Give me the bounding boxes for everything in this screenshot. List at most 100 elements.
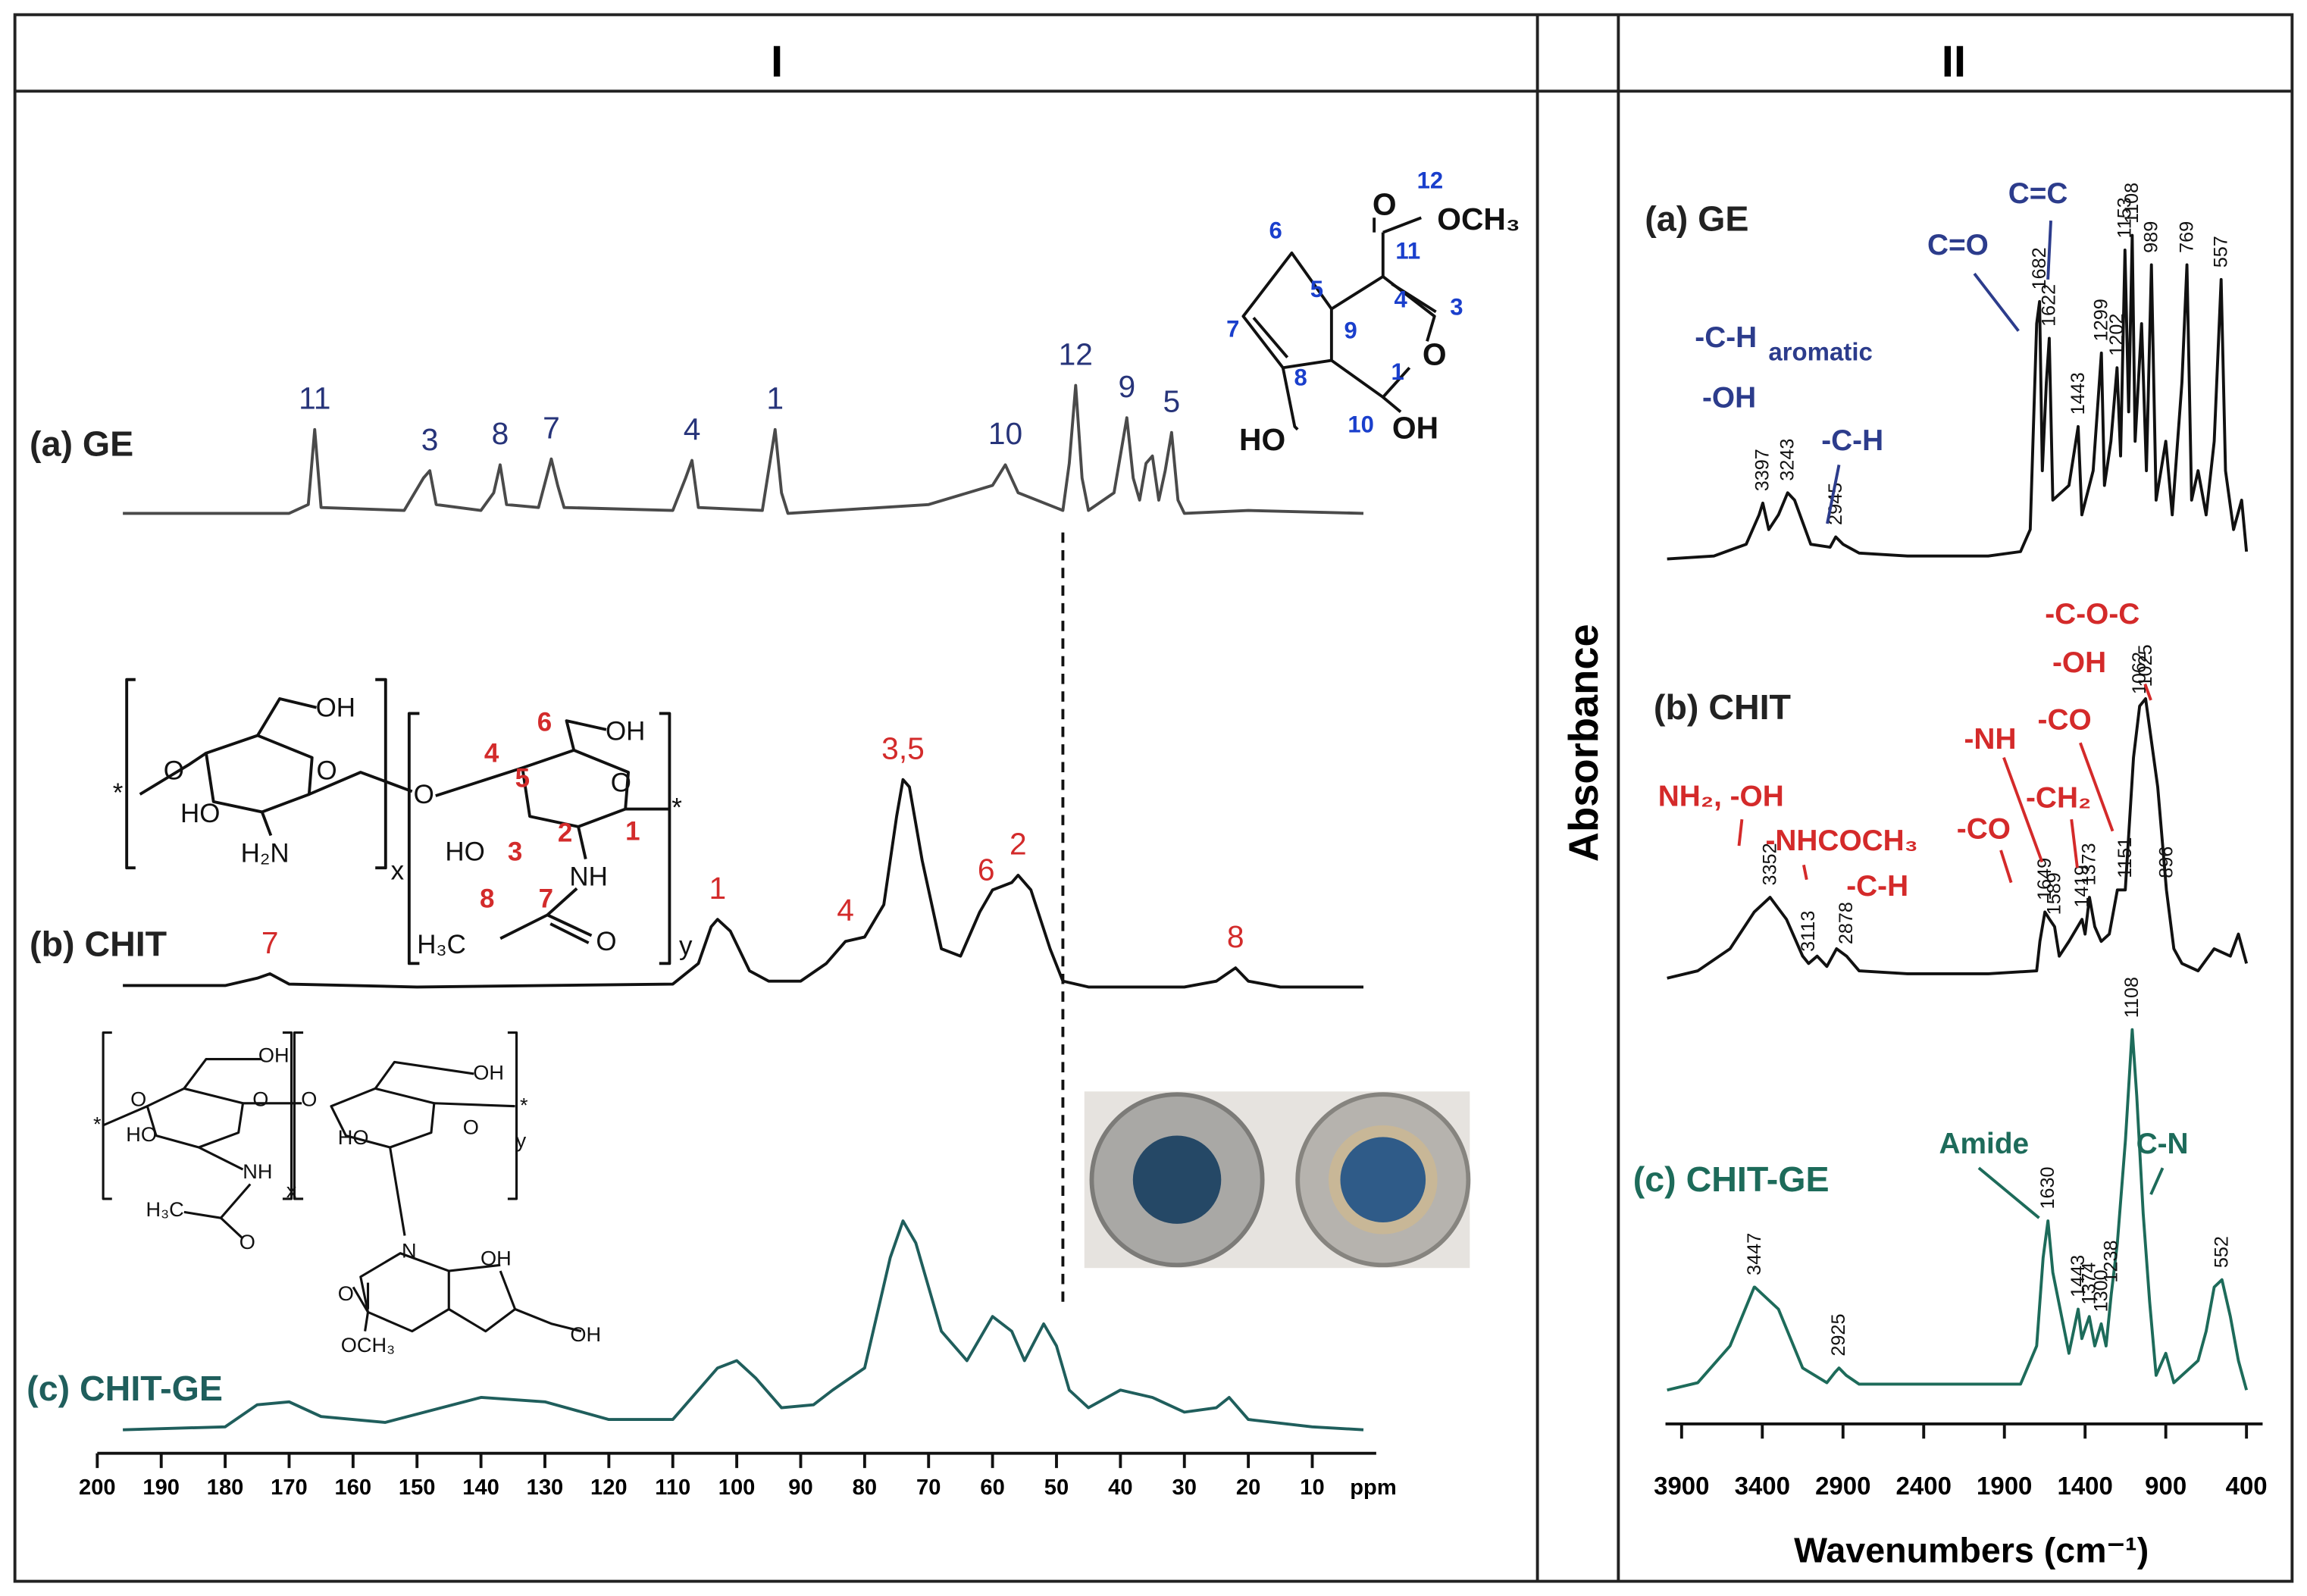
bond: [515, 1308, 582, 1333]
group-annotation: -C-H: [1846, 870, 1908, 903]
bond: [359, 1252, 450, 1333]
structure-label: O: [414, 780, 434, 809]
x-tick-label: 40: [1108, 1476, 1132, 1500]
x-tick-label: 50: [1044, 1476, 1069, 1500]
bond: [220, 1217, 244, 1240]
structure-label: OH: [570, 1322, 601, 1346]
x-tick-label: 120: [590, 1476, 628, 1500]
structure-label: 5: [515, 763, 530, 793]
x-tick-label: 3400: [1735, 1472, 1790, 1500]
bond: [1132, 1135, 1222, 1224]
peak-label: 8: [1227, 919, 1244, 954]
group-annotation: -C-O-C: [2045, 598, 2140, 631]
peak-label: 10: [988, 416, 1022, 451]
peak-label: 1202: [2106, 314, 2127, 356]
bond: [198, 1146, 244, 1171]
group-annotation: -NHCOCH₃: [1765, 825, 1917, 857]
peak-label: 1151: [2114, 837, 2136, 878]
annotation-pointer: [1977, 1166, 2040, 1219]
bond: [449, 1263, 501, 1272]
x-tick-label: 20: [1236, 1476, 1260, 1500]
group-annotation: aromatic: [1768, 338, 1873, 366]
spectrum-line: [1667, 1028, 2249, 1392]
structure-label: 8: [1294, 365, 1307, 391]
structure-label: 11: [1395, 238, 1420, 264]
structure-label: O: [239, 1230, 255, 1253]
structure-label: HO: [180, 799, 220, 828]
bond: [146, 1087, 245, 1149]
structure-label: 4: [484, 738, 499, 768]
x-tick-label: 900: [2145, 1472, 2186, 1500]
x-tick-label: 130: [527, 1476, 564, 1500]
bond: [577, 826, 587, 859]
peak-label: 7: [261, 925, 279, 960]
structure-label: OH: [1392, 410, 1438, 445]
x-tick-label: 70: [916, 1476, 941, 1500]
structure-label: OCH₃: [341, 1333, 395, 1357]
peak-label: 3,5: [881, 731, 925, 766]
structure-label: 3: [508, 837, 522, 866]
bond: [352, 1286, 369, 1313]
x-tick-label: 180: [207, 1476, 244, 1500]
spectrum-line: [123, 1219, 1364, 1432]
x-tick-label: 200: [79, 1476, 116, 1500]
peak-label: 1373: [2079, 843, 2100, 885]
peak-label: 1025: [2135, 644, 2156, 687]
structure-label: OCH₃: [1437, 202, 1520, 236]
x-tick-label: 140: [462, 1476, 499, 1500]
peak-label: 11: [299, 381, 330, 416]
bond: [102, 1031, 518, 1200]
peak-label: 3243: [1776, 439, 1798, 481]
peak-label: 5: [1163, 383, 1181, 418]
group-annotation: -NH: [1964, 723, 2016, 756]
bond: [389, 1147, 406, 1236]
structure-label: HO: [1239, 422, 1285, 457]
peak-label: 3447: [1744, 1233, 1765, 1275]
ge-structure: [1241, 216, 1437, 431]
structure-label: 4: [1394, 286, 1407, 313]
bond: [183, 1057, 262, 1090]
structure-label: O: [130, 1087, 146, 1111]
annotation-pointer: [1999, 850, 2013, 884]
structure-label: *: [671, 793, 682, 822]
x-tick-label: 2900: [1815, 1472, 1870, 1500]
structure-label: 7: [539, 884, 553, 914]
peak-label: 1: [766, 381, 784, 416]
structure-label: N: [402, 1239, 417, 1263]
peak-label: 8: [492, 416, 509, 451]
x-tick-label: 1400: [2058, 1472, 2113, 1500]
bond: [125, 678, 671, 965]
structure-label: O: [164, 756, 184, 786]
peak-label: 1108: [2121, 977, 2143, 1018]
structure-label: 6: [537, 708, 552, 737]
annotation-pointer: [2079, 742, 2114, 832]
peak-label: 4: [684, 412, 701, 446]
bond: [260, 811, 273, 837]
peak-label: 12: [1059, 336, 1093, 371]
bond: [549, 922, 590, 944]
peak-label: 4: [837, 893, 854, 928]
x-tick-label: 400: [2226, 1472, 2268, 1500]
peak-label: 552: [2212, 1236, 2233, 1268]
peak-label: 1443: [2068, 1255, 2089, 1297]
structure-label: *: [113, 778, 124, 808]
structure-label: O: [596, 927, 616, 956]
structure-label: O: [1423, 336, 1447, 371]
x-tick-label: 30: [1172, 1476, 1197, 1500]
structure-label: H₃C: [146, 1197, 183, 1221]
group-annotation: Amide: [1939, 1128, 2030, 1160]
peak-label: 1299: [2090, 299, 2111, 341]
series-label: (a) GE: [1645, 199, 1748, 239]
peak-label: 2878: [1836, 902, 1857, 944]
peak-label: 1238: [2100, 1240, 2121, 1282]
structure-label: 3: [1450, 293, 1463, 320]
structure-label: 12: [1417, 167, 1444, 193]
structure-label: OH: [480, 1246, 512, 1269]
annotation-pointer: [1737, 818, 1744, 847]
peak-label: 3352: [1759, 843, 1780, 885]
peak-label: 3: [421, 422, 439, 457]
bond: [102, 1105, 148, 1127]
bond: [205, 734, 314, 814]
